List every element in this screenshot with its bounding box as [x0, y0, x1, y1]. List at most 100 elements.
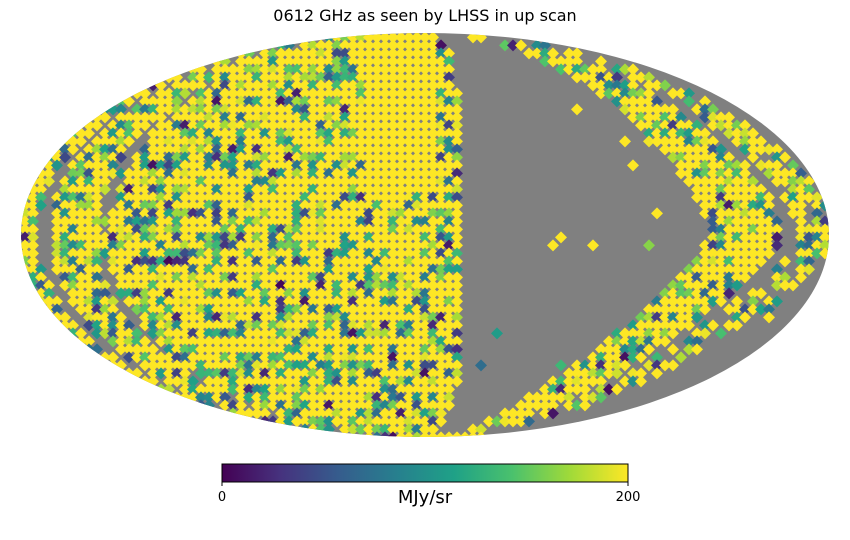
sky-pixel [210, 191, 224, 204]
sky-pixel [714, 191, 728, 204]
sky-pixel [714, 167, 728, 180]
sky-pixel [234, 167, 248, 180]
sky-pixel [138, 119, 152, 132]
sky-pixel [698, 143, 712, 156]
sky-pixel [146, 143, 160, 156]
sky-pixel [130, 175, 144, 188]
sky-pixel [698, 151, 712, 164]
sky-pixel [162, 127, 176, 140]
sky-pixel [226, 95, 240, 108]
sky-pixel [730, 191, 744, 204]
sky-pixel [162, 159, 176, 172]
sky-pixel [754, 159, 768, 172]
sky-pixel [610, 87, 624, 100]
sky-pixel [794, 167, 808, 180]
sky-pixel [586, 63, 600, 76]
sky-pixel [146, 183, 160, 196]
sky-pixel [186, 199, 200, 212]
sky-pixel [778, 191, 792, 204]
sky-pixel [594, 79, 608, 92]
sky-pixel [202, 119, 216, 132]
sky-pixel [170, 199, 184, 212]
sky-pixel [234, 135, 248, 148]
sky-pixel [546, 47, 560, 60]
sky-pixel [642, 103, 656, 116]
sky-pixel [210, 63, 224, 76]
sky-pixel [674, 87, 688, 100]
sky-pixel [194, 143, 208, 156]
sky-pixel [642, 71, 656, 84]
sky-pixel [218, 159, 232, 172]
sky-pixel [178, 159, 192, 172]
sky-pixel [162, 95, 176, 108]
sky-pixel [210, 127, 224, 140]
sky-pixel [186, 111, 200, 124]
sky-pixel [242, 167, 256, 180]
sky-pixel [178, 191, 192, 204]
sky-pixel [666, 119, 680, 132]
sky-pixel [594, 71, 608, 84]
sky-pixel [226, 143, 240, 156]
sky-pixel [226, 87, 240, 100]
sky-pixel [522, 47, 536, 60]
sky-pixel [154, 159, 168, 172]
sky-pixel [554, 55, 568, 68]
sky-pixel [778, 151, 792, 164]
sky-pixel [698, 111, 712, 124]
sky-pixel [746, 127, 760, 140]
sky-pixel [138, 183, 152, 196]
sky-pixel [226, 135, 240, 148]
sky-pixel [178, 167, 192, 180]
sky-pixel [626, 103, 640, 116]
sky-pixel [178, 103, 192, 116]
sky-pixel [202, 71, 216, 84]
sky-pixel [218, 167, 232, 180]
sky-pixel [170, 143, 184, 156]
sky-pixel [666, 151, 680, 164]
sky-pixel [746, 143, 760, 156]
sky-pixel [762, 191, 776, 204]
sky-pixel [226, 175, 240, 188]
sky-pixel [738, 199, 752, 212]
sky-pixel [178, 183, 192, 196]
sky-pixel [722, 183, 736, 196]
sky-pixel [178, 143, 192, 156]
sky-pixel [210, 119, 224, 132]
sky-pixel [146, 151, 160, 164]
sky-pixel [698, 127, 712, 140]
sky-pixel [242, 55, 256, 68]
sky-pixel [642, 135, 656, 148]
sky-pixel [762, 159, 776, 172]
sky-map [21, 33, 829, 437]
sky-pixel [138, 111, 152, 124]
sky-pixel [154, 175, 168, 188]
sky-pixel [626, 95, 640, 108]
sky-pixel [162, 199, 176, 212]
sky-pixel [730, 127, 744, 140]
sky-pixel [242, 87, 256, 100]
sky-pixel [226, 151, 240, 164]
sky-pixel [618, 135, 632, 148]
sky-pixel [178, 135, 192, 148]
sky-pixel [570, 55, 584, 68]
sky-pixel [690, 183, 704, 196]
sky-pixel [170, 103, 184, 116]
sky-pixel [138, 175, 152, 188]
sky-pixel [170, 183, 184, 196]
sky-pixel [698, 135, 712, 148]
sky-pixel [162, 191, 176, 204]
sky-pixel [666, 143, 680, 156]
sky-pixel [242, 95, 256, 108]
sky-pixel [186, 143, 200, 156]
sky-pixel [170, 127, 184, 140]
sky-pixel [642, 111, 656, 124]
sky-pixel [146, 95, 160, 108]
sky-pixel [186, 175, 200, 188]
sky-pixel [618, 95, 632, 108]
sky-pixel [234, 199, 248, 212]
sky-pixel [178, 151, 192, 164]
sky-pixel [626, 63, 640, 76]
sky-pixel [674, 111, 688, 124]
sky-pixel [570, 71, 584, 84]
